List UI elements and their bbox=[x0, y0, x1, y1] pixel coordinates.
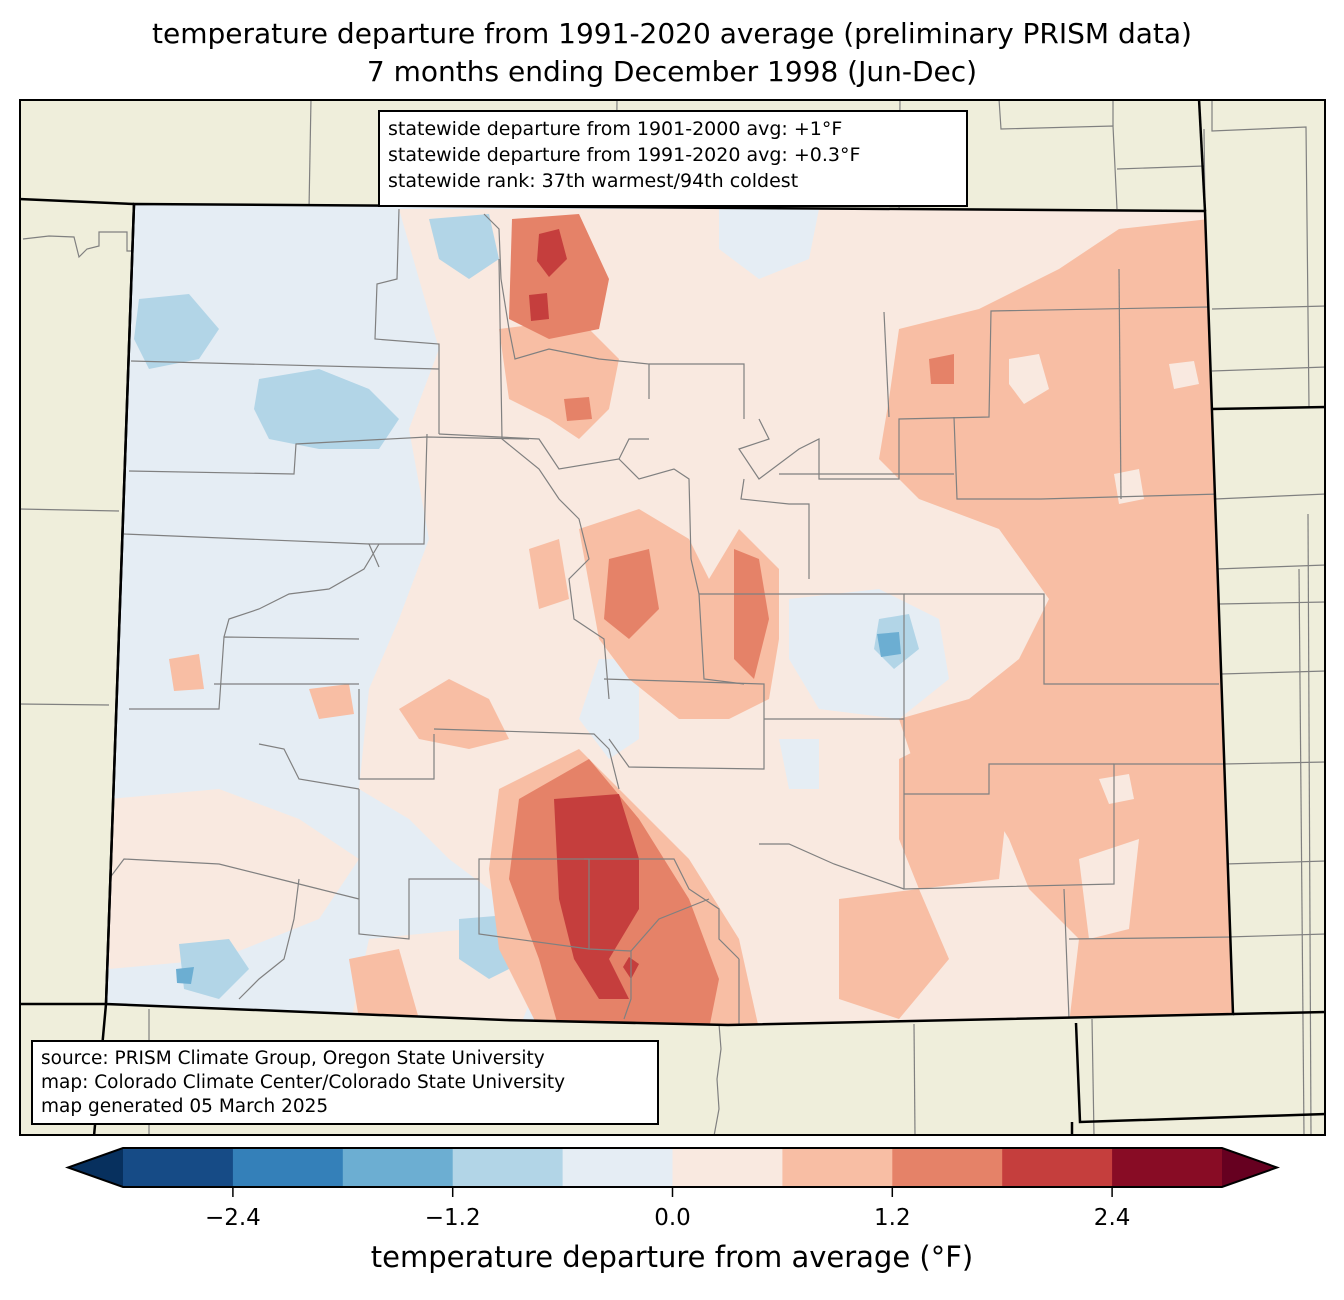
source-box: source: PRISM Climate Group, Oregon Stat… bbox=[31, 1040, 659, 1125]
colorbar-tick-label: 1.2 bbox=[874, 1205, 911, 1231]
colorbar-bins bbox=[123, 1148, 1223, 1187]
map-title: temperature departure from 1991-2020 ave… bbox=[152, 17, 1192, 50]
colorbar-bin bbox=[892, 1148, 1003, 1187]
statewide-stats-box: statewide departure from 1901-2000 avg: … bbox=[378, 110, 968, 207]
colorbar-bin bbox=[1002, 1148, 1113, 1187]
contour-warm bbox=[879, 219, 1233, 1024]
colorbar-bin bbox=[782, 1148, 893, 1187]
colorbar-tick-label: −2.4 bbox=[204, 1205, 261, 1231]
stats-line-1991-2020: statewide departure from 1991-2020 avg: … bbox=[388, 144, 861, 166]
contour-cooler bbox=[176, 967, 194, 984]
contour-slight-warm bbox=[1114, 469, 1144, 504]
colorbar-outline bbox=[65, 1147, 1280, 1188]
contour-cool bbox=[179, 939, 249, 999]
source-line: source: PRISM Climate Group, Oregon Stat… bbox=[41, 1048, 545, 1069]
colorado-temperature-map bbox=[19, 99, 1326, 1136]
contour-warm bbox=[399, 679, 509, 749]
stats-line-1901-2000: statewide departure from 1901-2000 avg: … bbox=[388, 118, 843, 140]
colorbar-bin bbox=[1112, 1148, 1223, 1187]
contour-cool bbox=[254, 369, 399, 449]
colorbar-bin bbox=[342, 1148, 454, 1187]
contour-slight-cool bbox=[779, 739, 819, 789]
colorbar-under-arrow bbox=[68, 1148, 123, 1187]
generated-date-line: map generated 05 March 2025 bbox=[41, 1096, 329, 1117]
colorbar-label: temperature departure from average (°F) bbox=[370, 1240, 974, 1274]
map-subtitle: 7 months ending December 1998 (Jun-Dec) bbox=[366, 55, 978, 88]
map-credit-line: map: Colorado Climate Center/Colorado St… bbox=[41, 1072, 566, 1093]
stats-line-rank: statewide rank: 37th warmest/94th coldes… bbox=[388, 170, 799, 192]
contour-hot bbox=[537, 229, 567, 277]
contour-warm bbox=[309, 684, 354, 719]
colorbar-bin bbox=[452, 1148, 564, 1187]
contour-warm-hot bbox=[564, 397, 592, 421]
contour-slight-warm bbox=[1169, 361, 1199, 389]
colorado-county-lines bbox=[108, 208, 1233, 1024]
contour-cool bbox=[134, 294, 219, 369]
temperature-contours bbox=[106, 204, 1233, 1025]
contour-hot bbox=[554, 794, 639, 999]
contour-cooler bbox=[877, 632, 901, 657]
colorbar-bin bbox=[123, 1148, 234, 1187]
colorbar-bin bbox=[562, 1148, 673, 1187]
contour-slight-cool bbox=[719, 209, 819, 279]
colorbar-bin bbox=[672, 1148, 783, 1187]
contour-warm bbox=[899, 719, 1009, 889]
contour-warm-hot bbox=[604, 549, 659, 639]
contour-warm-hot bbox=[929, 354, 954, 384]
map-frame bbox=[19, 99, 1326, 1136]
contour-slight-warm bbox=[1009, 354, 1049, 404]
contour-warm bbox=[349, 949, 419, 1019]
contour-warm bbox=[529, 539, 569, 609]
contour-slight-warm bbox=[1079, 839, 1139, 939]
colorbar-over-arrow bbox=[1222, 1148, 1277, 1187]
colorbar-bin bbox=[232, 1148, 344, 1187]
contour-cool bbox=[429, 214, 499, 279]
colorbar-ticks bbox=[232, 1187, 1113, 1197]
contour-slight-warm bbox=[1099, 774, 1134, 804]
contour-hot bbox=[529, 293, 549, 321]
contour-slight-warm bbox=[109, 789, 359, 969]
contour-warm-hot bbox=[734, 549, 769, 679]
colorbar-tick-label: −1.2 bbox=[424, 1205, 481, 1231]
colorbar bbox=[65, 1147, 1280, 1197]
colorbar-tick-label: 2.4 bbox=[1093, 1205, 1131, 1231]
colorbar-tick-label: 0.0 bbox=[654, 1205, 691, 1231]
contour-warm bbox=[169, 654, 204, 691]
contour-warm bbox=[839, 889, 949, 1019]
